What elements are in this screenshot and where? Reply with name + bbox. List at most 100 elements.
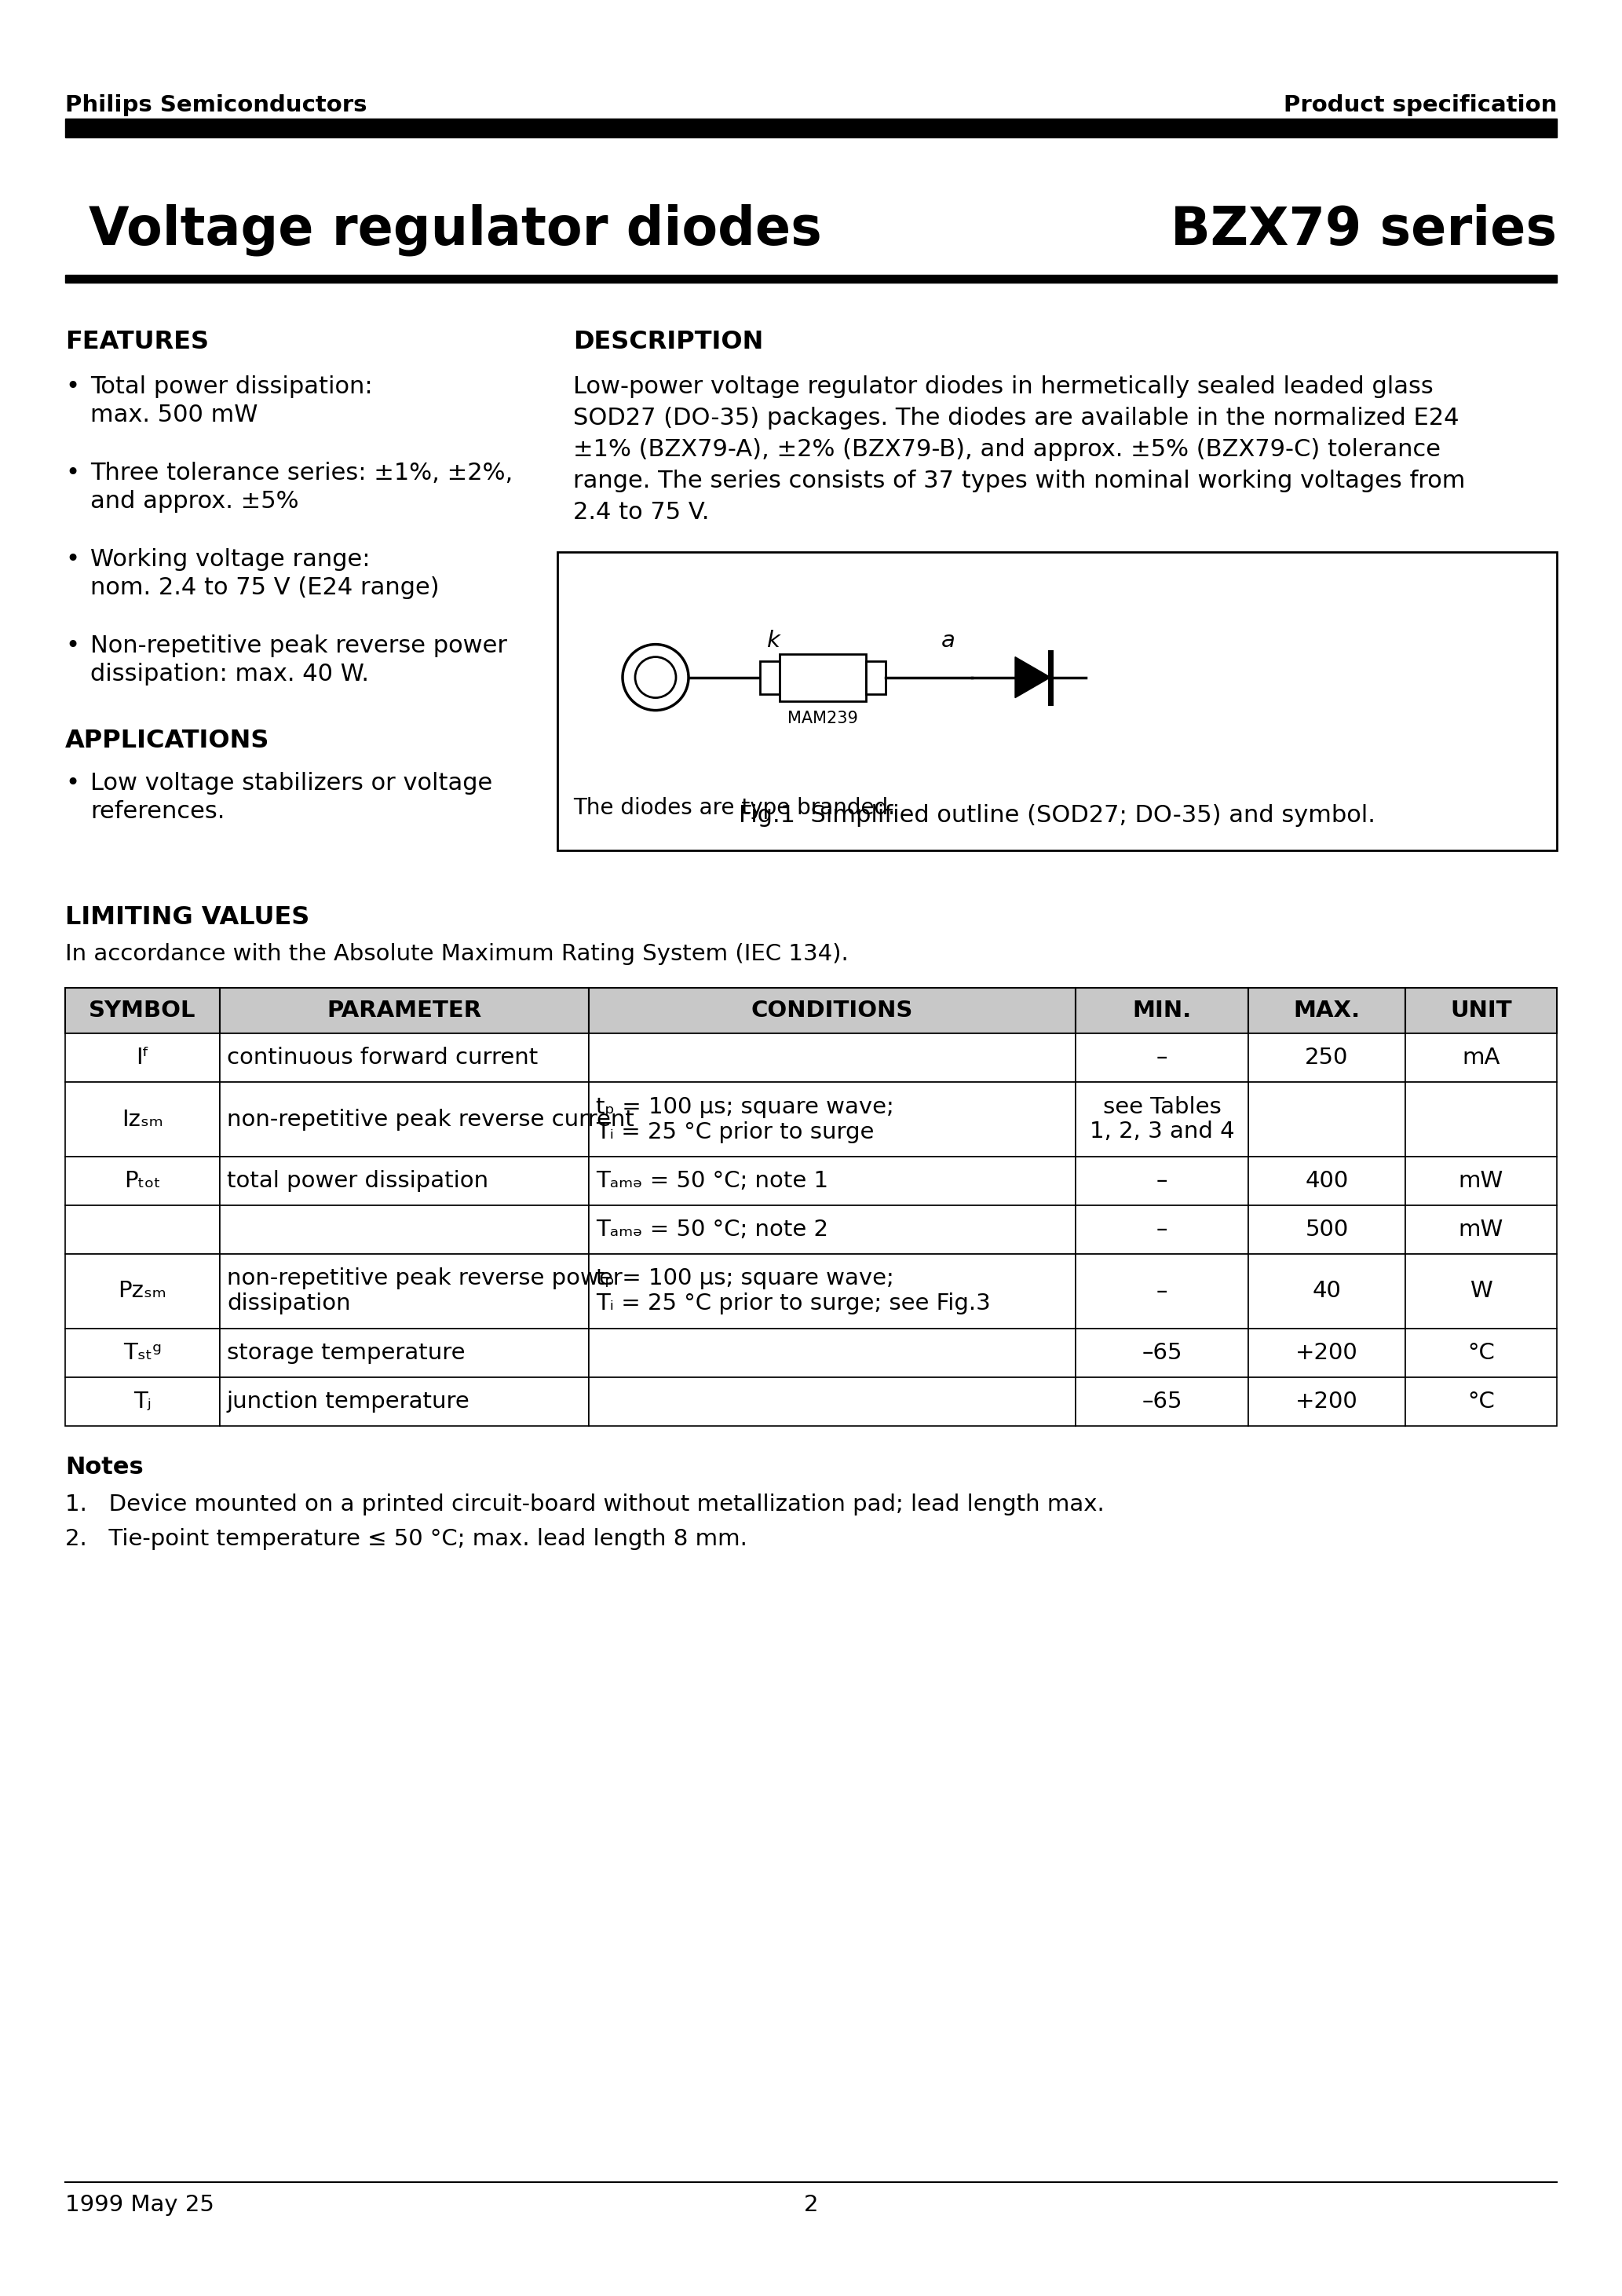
Bar (221, 1329, 589, 1378)
Text: –: – (1156, 1171, 1168, 1192)
Bar (1075, 1205, 1249, 1254)
Bar (1405, 1033, 1557, 1081)
Bar (589, 1081, 1075, 1157)
Text: tₚ = 100 μs; square wave;: tₚ = 100 μs; square wave; (595, 1095, 894, 1118)
Text: Iᴢₛₘ: Iᴢₛₘ (122, 1109, 164, 1130)
Text: dissipation: max. 40 W.: dissipation: max. 40 W. (91, 664, 368, 687)
Text: BZX79 series: BZX79 series (1171, 204, 1557, 255)
Text: Tⱼ: Tⱼ (133, 1391, 151, 1412)
Bar (65, 1205, 221, 1254)
Text: 500: 500 (1306, 1219, 1348, 1240)
Text: °C: °C (1468, 1341, 1495, 1364)
Bar (589, 1205, 1075, 1254)
Text: Low voltage stabilizers or voltage: Low voltage stabilizers or voltage (91, 771, 493, 794)
Text: –: – (1156, 1219, 1168, 1240)
Bar (1405, 1157, 1557, 1205)
Text: max. 500 mW: max. 500 mW (91, 404, 258, 427)
Text: mW: mW (1458, 1219, 1504, 1240)
Bar (1075, 987, 1249, 1033)
Bar (1075, 1329, 1249, 1378)
Text: see Tables: see Tables (1103, 1109, 1221, 1130)
Text: 1.   Device mounted on a printed circuit-board without metallization pad; lead l: 1. Device mounted on a printed circuit-b… (65, 1492, 1105, 1515)
Text: Non-repetitive peak reverse power: Non-repetitive peak reverse power (91, 634, 508, 657)
Bar (1249, 1033, 1405, 1081)
Text: DESCRIPTION: DESCRIPTION (573, 331, 764, 354)
Text: Notes: Notes (65, 1456, 143, 1479)
Text: •: • (65, 634, 79, 657)
Text: –65: –65 (1142, 1391, 1182, 1412)
Bar (221, 1205, 589, 1254)
Bar (221, 1081, 589, 1157)
Text: MIN.: MIN. (1132, 999, 1192, 1022)
Text: 400: 400 (1306, 1171, 1348, 1192)
Text: –: – (1156, 1047, 1168, 1068)
Text: 2.   Tie-point temperature ≤ 50 °C; max. lead length 8 mm.: 2. Tie-point temperature ≤ 50 °C; max. l… (65, 1529, 748, 1550)
Bar (589, 1033, 1075, 1081)
Bar (1405, 1378, 1557, 1426)
Bar (1075, 1378, 1249, 1426)
Text: In accordance with the Absolute Maximum Rating System (IEC 134).: In accordance with the Absolute Maximum … (65, 944, 848, 964)
Text: nom. 2.4 to 75 V (E24 range): nom. 2.4 to 75 V (E24 range) (91, 576, 440, 599)
Bar (1405, 1205, 1557, 1254)
Bar (65, 119, 1557, 138)
Text: LIMITING VALUES: LIMITING VALUES (65, 905, 310, 930)
Text: The diodes are type branded.: The diodes are type branded. (573, 797, 895, 820)
Text: non-repetitive peak reverse current: non-repetitive peak reverse current (227, 1109, 634, 1130)
Bar (589, 1157, 1075, 1205)
Bar (1249, 1378, 1405, 1426)
Bar (589, 1254, 1075, 1329)
Text: Fig.1  Simplified outline (SOD27; DO-35) and symbol.: Fig.1 Simplified outline (SOD27; DO-35) … (738, 804, 1375, 827)
Text: Philips Semiconductors: Philips Semiconductors (65, 94, 367, 117)
Text: •: • (65, 771, 79, 794)
Bar (221, 1378, 589, 1426)
Bar (1249, 1205, 1405, 1254)
Text: APPLICATIONS: APPLICATIONS (65, 728, 269, 753)
Text: ±1% (BZX79-A), ±2% (BZX79-B), and approx. ±5% (BZX79-C) tolerance: ±1% (BZX79-A), ±2% (BZX79-B), and approx… (573, 439, 1440, 461)
Text: Working voltage range:: Working voltage range: (91, 549, 370, 572)
Text: Three tolerance series: ±1%, ±2%,: Three tolerance series: ±1%, ±2%, (91, 461, 513, 484)
Text: range. The series consists of 37 types with nominal working voltages from: range. The series consists of 37 types w… (573, 471, 1465, 491)
Text: tₚ = 100 μs; square wave;: tₚ = 100 μs; square wave; (595, 1267, 894, 1290)
Text: Total power dissipation:: Total power dissipation: (91, 374, 373, 397)
Text: see Tables: see Tables (1103, 1095, 1221, 1118)
Text: MAM239: MAM239 (788, 709, 858, 726)
Text: PARAMETER: PARAMETER (328, 999, 482, 1022)
Text: junction temperature: junction temperature (227, 1391, 470, 1412)
Text: Low-power voltage regulator diodes in hermetically sealed leaded glass: Low-power voltage regulator diodes in he… (573, 374, 1434, 397)
Text: CONDITIONS: CONDITIONS (751, 999, 913, 1022)
Bar (589, 1378, 1075, 1426)
Text: 2.4 to 75 V.: 2.4 to 75 V. (573, 501, 709, 523)
Text: °C: °C (1468, 1391, 1495, 1412)
Text: references.: references. (91, 799, 225, 822)
Bar (1249, 1157, 1405, 1205)
Text: Tᵢ = 25 °C prior to surge: Tᵢ = 25 °C prior to surge (595, 1120, 874, 1143)
Text: MAX.: MAX. (1293, 999, 1361, 1022)
Text: 1999 May 25: 1999 May 25 (65, 2195, 214, 2216)
Text: and approx. ±5%: and approx. ±5% (91, 489, 298, 512)
Bar (1075, 1081, 1249, 1157)
Bar (65, 1254, 221, 1329)
Bar (1249, 987, 1405, 1033)
Text: Pᴢₛₘ: Pᴢₛₘ (118, 1281, 167, 1302)
Text: Tₛₜᵍ: Tₛₜᵍ (123, 1341, 162, 1364)
Text: W: W (1470, 1281, 1492, 1302)
Text: 250: 250 (1306, 1047, 1348, 1068)
Text: Tₐₘₔ = 50 °C; note 2: Tₐₘₔ = 50 °C; note 2 (595, 1219, 829, 1240)
Bar (1249, 1081, 1405, 1157)
Text: •: • (65, 374, 79, 397)
Bar (761, 661, 780, 693)
Text: mA: mA (1461, 1047, 1500, 1068)
Text: •: • (65, 461, 79, 484)
Bar (1075, 1033, 1249, 1081)
Bar (1405, 987, 1557, 1033)
Text: –: – (1156, 1281, 1168, 1302)
Bar (1405, 1081, 1557, 1157)
Bar (1075, 1157, 1249, 1205)
Text: Tₐₘₔ = 50 °C; note 1: Tₐₘₔ = 50 °C; note 1 (595, 1171, 829, 1192)
Bar (1405, 1254, 1557, 1329)
Bar (589, 1329, 1075, 1378)
Text: UNIT: UNIT (1450, 999, 1512, 1022)
Bar (1075, 1254, 1249, 1329)
Text: storage temperature: storage temperature (227, 1341, 466, 1364)
Text: dissipation: dissipation (227, 1293, 350, 1316)
